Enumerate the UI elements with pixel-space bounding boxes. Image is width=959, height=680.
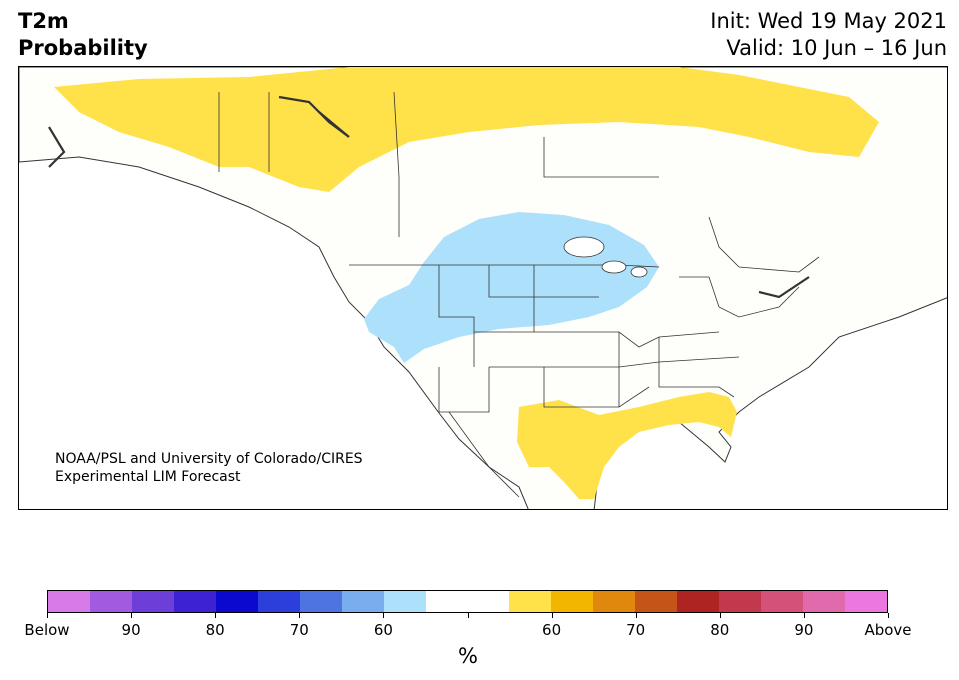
above-normal-south <box>517 392 737 499</box>
map-canvas <box>19 67 947 509</box>
init-date: Init: Wed 19 May 2021 <box>710 9 947 33</box>
colorbar-swatch <box>635 591 678 612</box>
colorbar-swatch <box>89 591 132 612</box>
colorbar-tickmark <box>803 613 805 618</box>
map-credit: NOAA/PSL and University of Colorado/CIRE… <box>55 450 363 486</box>
colorbar-tickmark <box>551 613 553 618</box>
colorbar-swatch <box>719 591 762 612</box>
colorbar-swatch <box>383 591 426 612</box>
colorbar-swatch <box>803 591 846 612</box>
probability-colorbar <box>47 590 888 613</box>
colorbar-tickmark <box>299 613 301 618</box>
colorbar-tick-label: 90 <box>794 621 814 639</box>
colorbar-tick-label: 90 <box>121 621 141 639</box>
above-normal-north <box>54 67 879 192</box>
colorbar-tickmark <box>215 613 217 618</box>
valid-date: Valid: 10 Jun – 16 Jun <box>726 36 947 60</box>
forecast-dates: Init: Wed 19 May 2021 Valid: 10 Jun – 16… <box>710 8 947 62</box>
colorbar-tick-label: 60 <box>373 621 393 639</box>
colorbar-tickmark <box>719 613 721 618</box>
colorbar-tick-label: 80 <box>205 621 225 639</box>
colorbar-tickmark <box>131 613 133 618</box>
chart-title: T2m Probability <box>18 8 148 62</box>
colorbar-swatch <box>761 591 804 612</box>
colorbar-tick-label: 80 <box>710 621 730 639</box>
colorbar-swatch <box>341 591 384 612</box>
colorbar-swatch <box>467 591 510 612</box>
arctic-rivers <box>48 95 810 299</box>
colorbar-swatch <box>173 591 216 612</box>
colorbar-tick-label: Above <box>864 621 912 639</box>
colorbar-tickmark <box>383 613 385 618</box>
colorbar-swatch <box>677 591 720 612</box>
colorbar-tick-label: 70 <box>626 621 646 639</box>
credit-line-1: NOAA/PSL and University of Colorado/CIRE… <box>55 451 363 467</box>
colorbar-tickmark <box>635 613 637 618</box>
credit-line-2: Experimental LIM Forecast <box>55 469 241 485</box>
colorbar-tickmark <box>888 613 889 618</box>
colorbar-swatch <box>425 591 468 612</box>
colorbar-swatch <box>845 591 888 612</box>
colorbar-swatch <box>551 591 594 612</box>
colorbar-swatch <box>215 591 258 612</box>
colorbar-swatch <box>131 591 174 612</box>
colorbar-swatch <box>48 591 90 612</box>
colorbar-tick-label: 70 <box>289 621 309 639</box>
colorbar-swatch <box>299 591 342 612</box>
forecast-map: NOAA/PSL and University of Colorado/CIRE… <box>18 66 948 510</box>
colorbar-tickmark <box>47 613 48 618</box>
colorbar-swatch <box>509 591 552 612</box>
colorbar-unit: % <box>458 644 478 668</box>
colorbar-swatch <box>593 591 636 612</box>
colorbar-tickmark <box>467 613 469 618</box>
title-variable: T2m <box>18 9 69 33</box>
colorbar-tick-label: 60 <box>542 621 562 639</box>
colorbar-swatch <box>257 591 300 612</box>
title-type: Probability <box>18 36 148 60</box>
great-lakes <box>563 236 648 278</box>
colorbar-tick-label: Below <box>24 621 70 639</box>
